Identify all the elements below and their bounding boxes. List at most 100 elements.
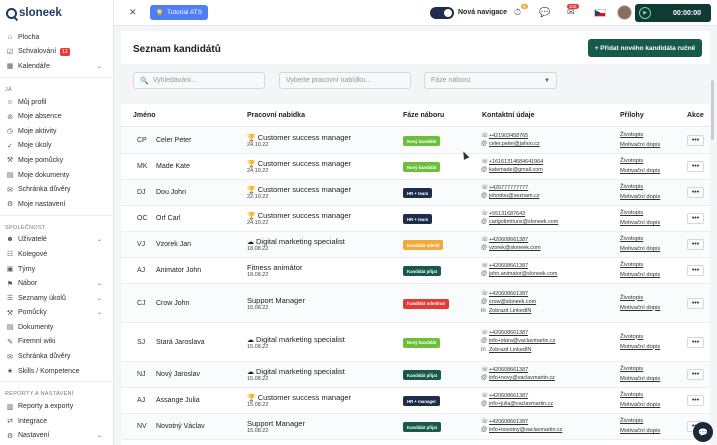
job-offer-select[interactable]: Vyberte pracovní nabídku... (279, 72, 411, 89)
row-actions-button[interactable]: ••• (687, 297, 704, 309)
contact-phone[interactable]: ☏+421903458765 (481, 132, 528, 139)
email-link[interactable]: info+novotny@vaclavmartin.cz (489, 427, 563, 433)
table-row[interactable]: VJ Vzorek Jan ☁ Digital marketing specialis… (121, 232, 710, 258)
email-link[interactable]: info+stara@vaclavmartin.cz (489, 338, 556, 344)
sidebar-item-pom-cky[interactable]: ⚒ Pomůcky ⌄ (0, 306, 113, 321)
candidate-name[interactable]: Animator John (156, 267, 202, 274)
search-input[interactable]: 🔍 Vyhledávání... (133, 72, 265, 89)
phone-link[interactable]: +420608661387 (489, 330, 529, 336)
attachment-motivation-letter[interactable]: Motivační dopis (620, 402, 661, 408)
sidebar-item-u-ivatel-[interactable]: ☻ Uživatelé ⌄ (0, 233, 113, 248)
linkedin-link[interactable]: Zobrazit LinkedIN (489, 347, 532, 353)
email-link[interactable]: carlgottmituns@sloneek.com (489, 219, 559, 225)
header-name[interactable]: Jméno (133, 112, 156, 119)
email-link[interactable]: info+novy@vaclavmartin.cz (489, 375, 555, 381)
row-actions-button[interactable]: ••• (687, 135, 704, 146)
phase-badge[interactable]: Kandidát přijat (403, 370, 442, 380)
chat-icon[interactable]: 💬 (539, 7, 551, 17)
attachment-motivation-letter[interactable]: Motivační dopis (620, 343, 661, 350)
contact-linkedin[interactable]: in Zobrazit LinkedIN (481, 347, 531, 353)
sidebar-item-integrace[interactable]: ⇄ Integrace (0, 414, 113, 429)
attachment-motivation-letter[interactable]: Motivační dopis (620, 194, 661, 200)
sidebar-item-schvalov-n-[interactable]: ☑ Schvalování 12 (0, 45, 113, 60)
row-actions-button[interactable]: ••• (687, 239, 704, 250)
attachment-motivation-letter[interactable]: Motivační dopis (620, 220, 661, 226)
attachment-cv[interactable]: Životopis (620, 158, 644, 164)
new-navigation-toggle[interactable] (430, 7, 454, 19)
sidebar-item-moje-nastaven-[interactable]: ⚙ Moje nastavení (0, 197, 113, 212)
contact-phone[interactable]: ☏+420608661387 (481, 418, 528, 425)
sidebar-item-n-bor[interactable]: ⚑ Nábor ⌄ (0, 276, 113, 291)
contact-email[interactable]: @ john.animator@sloneek.com (481, 271, 557, 277)
attachment-motivation-letter[interactable]: Motivační dopis (620, 428, 661, 434)
linkedin-link[interactable]: Zobrazit LinkedIN (489, 308, 532, 314)
contact-phone[interactable]: ☏+420608661387 (481, 329, 528, 336)
table-row[interactable]: MK Made Kate 🏆 Customer success manager 24.1… (121, 154, 710, 180)
phone-link[interactable]: +420608661387 (489, 367, 529, 373)
phone-link[interactable]: +421903458765 (489, 133, 529, 139)
attachment-cv[interactable]: Životopis (620, 294, 644, 301)
header-position[interactable]: Pracovní nabídka (247, 112, 305, 119)
phone-link[interactable]: +420777777777 (489, 185, 529, 191)
row-actions-button[interactable]: ••• (687, 161, 704, 172)
row-actions-button[interactable]: ••• (687, 369, 704, 380)
sidebar-item-kolegov-[interactable]: ☷ Kolegové (0, 247, 113, 262)
row-actions-button[interactable]: ••• (687, 213, 704, 224)
table-row[interactable]: NJ Nový Jaroslav ☁ Digital marketing specia… (121, 362, 710, 388)
email-link[interactable]: katemade@gmail.com (489, 167, 543, 173)
table-row[interactable]: AJ Assange Julia 🏆 Customer success manager… (121, 388, 710, 414)
row-actions-button[interactable]: ••• (687, 395, 704, 406)
contact-phone[interactable]: ☏+420608661387 (481, 262, 528, 269)
support-chat-button[interactable]: 💬 (693, 422, 713, 442)
sidebar-item-skills-kompetence[interactable]: ★ Skills / Kompetence (0, 364, 113, 379)
time-tracker[interactable]: ▶ 00:00:00 (635, 4, 711, 22)
sidebar-item-nastaven-[interactable]: ⚙ Nastavení ⌄ (0, 429, 113, 444)
contact-email[interactable]: @ vzorek@sloneek.com (481, 245, 541, 251)
contact-phone[interactable]: ☏+420608661387 (481, 366, 528, 373)
table-row[interactable]: SJ Stará Jaroslava ☁ Digital marketing spec… (121, 323, 710, 362)
attachment-motivation-letter[interactable]: Motivační dopis (620, 142, 661, 148)
email-link[interactable]: crow@sloneek.com (489, 299, 537, 305)
job-offer-title[interactable]: Fitness animátor (247, 263, 302, 272)
email-link[interactable]: john.animator@sloneek.com (489, 271, 558, 277)
header-phase[interactable]: Fáze náboru (403, 112, 445, 119)
row-actions-button[interactable]: ••• (687, 336, 704, 348)
table-row[interactable]: CP Celer Peter 🏆 Customer success manager 24… (121, 128, 710, 154)
sidebar-item-moje-absence[interactable]: ⊘ Moje absence (0, 109, 113, 124)
sidebar-item-firemn-wiki[interactable]: ✎ Firemní wiki (0, 335, 113, 350)
job-offer-title[interactable]: 🏆 Customer success manager (247, 393, 351, 402)
sidebar-item-kalend-e[interactable]: ▦ Kalendáře ⌄ (0, 59, 113, 74)
contact-phone[interactable]: ☏+420608661387 (481, 236, 528, 243)
job-offer-title[interactable]: 🏆 Customer success manager (247, 211, 351, 220)
attachment-cv[interactable]: Životopis (620, 333, 644, 340)
sidebar-item-m-j-profil[interactable]: ☺ Můj profil (0, 95, 113, 110)
attachment-cv[interactable]: Životopis (620, 210, 644, 216)
tutorial-button[interactable]: 💡 Tutorial ATS (150, 5, 208, 20)
logo[interactable]: sloneek (0, 0, 113, 26)
attachment-motivation-letter[interactable]: Motivační dopis (620, 168, 661, 174)
email-link[interactable]: info+julia@vaclavmartin.cz (489, 401, 554, 407)
scrollbar[interactable] (711, 80, 714, 140)
sidebar-item-t-my[interactable]: ▣ Týmy (0, 262, 113, 277)
attachment-cv[interactable]: Životopis (620, 236, 644, 242)
phase-badge[interactable]: HR + team (403, 188, 433, 198)
sidebar-item-moje-aktivity[interactable]: ◷ Moje aktivity (0, 124, 113, 139)
sidebar-item-plocha[interactable]: ⌂ Plocha (0, 30, 113, 45)
candidate-name[interactable]: Crow John (156, 299, 190, 307)
contact-linkedin[interactable]: in Zobrazit LinkedIN (481, 308, 531, 314)
phase-badge[interactable]: Nový kandidát (403, 162, 441, 172)
candidate-name[interactable]: Made Kate (156, 163, 190, 170)
phase-badge[interactable]: Nový kandidát (403, 136, 441, 146)
job-offer-title[interactable]: ☁ Digital marketing specialist (247, 237, 345, 246)
sidebar-item-moje-koly[interactable]: ✓ Moje úkoly (0, 139, 113, 154)
table-row[interactable]: OC Orf Carl 🏆 Customer success manager 24.10… (121, 206, 710, 232)
phase-badge[interactable]: Kandidát odmítl (403, 240, 444, 250)
table-row[interactable]: AJ Animator John Fitness animátor 18.08.22 K… (121, 258, 710, 284)
job-offer-title[interactable]: 🏆 Customer success manager (247, 185, 351, 194)
phase-badge[interactable]: Nový kandidát (403, 337, 441, 348)
table-row[interactable]: NV Novotný Václav Support Manager 15.08.22 K… (121, 414, 710, 440)
phone-link[interactable]: +420608661387 (489, 393, 529, 399)
contact-phone[interactable]: ☏+420608661387 (481, 392, 528, 399)
contact-email[interactable]: @ crow@sloneek.com (481, 299, 536, 305)
candidate-name[interactable]: Celer Peter (156, 137, 192, 144)
